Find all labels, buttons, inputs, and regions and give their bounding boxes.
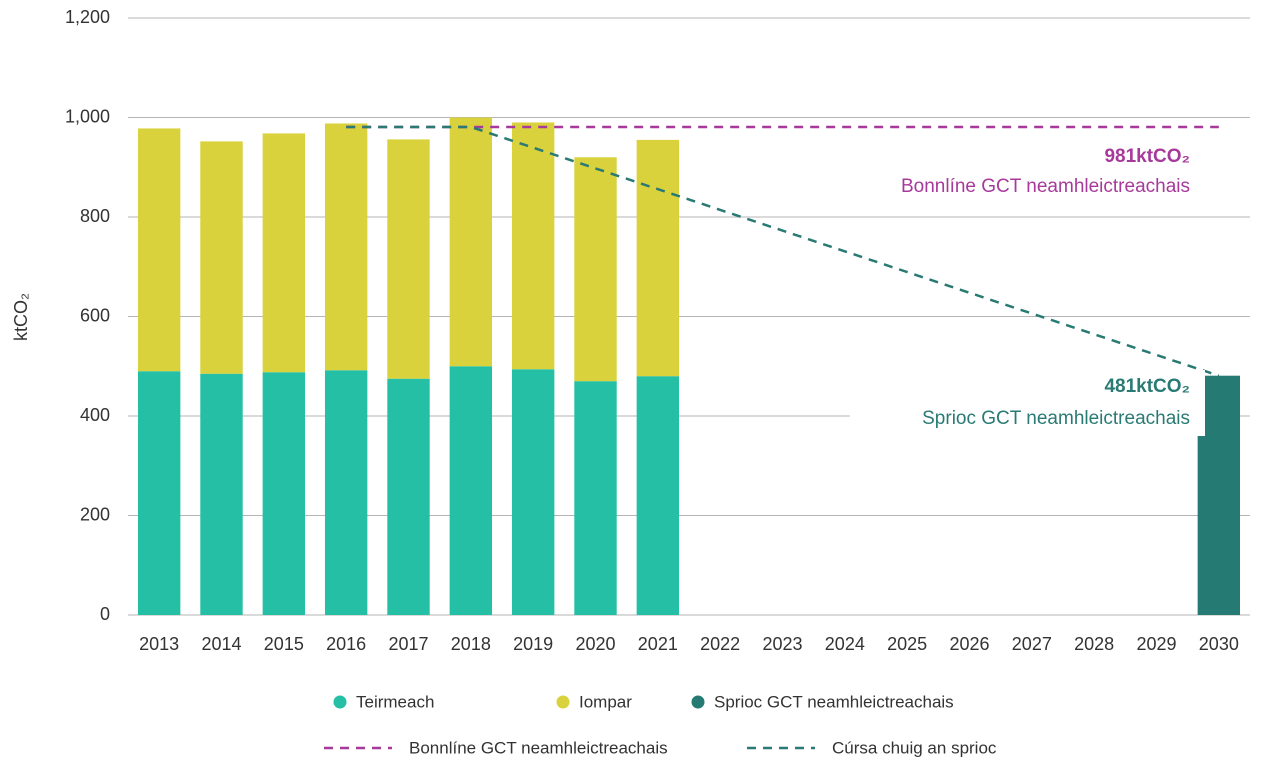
bar-segment bbox=[137, 128, 181, 372]
y-tick-label: 1,200 bbox=[65, 7, 110, 27]
x-tick-label: 2024 bbox=[825, 634, 865, 654]
x-tick-label: 2020 bbox=[575, 634, 615, 654]
y-tick-label: 0 bbox=[100, 604, 110, 624]
x-tick-label: 2027 bbox=[1012, 634, 1052, 654]
x-tick-label: 2025 bbox=[887, 634, 927, 654]
x-tick-label: 2014 bbox=[201, 634, 241, 654]
bar-segment bbox=[511, 122, 555, 370]
annotation: 481ktCO₂ bbox=[1104, 376, 1190, 397]
bar-segment bbox=[574, 381, 617, 615]
bar-segment bbox=[137, 371, 181, 615]
x-tick-label: 2030 bbox=[1199, 634, 1239, 654]
bar-segment bbox=[387, 378, 430, 615]
bar-segment bbox=[324, 123, 368, 371]
bar-segment bbox=[387, 139, 430, 379]
y-tick-label: 400 bbox=[80, 405, 110, 425]
x-tick-label: 2016 bbox=[326, 634, 366, 654]
legend-label: Bonnlíne GCT neamhleictreachais bbox=[409, 738, 668, 757]
x-tick-label: 2029 bbox=[1136, 634, 1176, 654]
legend-label: Teirmeach bbox=[356, 692, 434, 711]
bar-segment bbox=[200, 373, 243, 615]
legend-marker bbox=[691, 695, 705, 709]
bar-segment bbox=[449, 117, 493, 367]
x-tick-label: 2019 bbox=[513, 634, 553, 654]
bar-segment bbox=[636, 376, 680, 615]
x-tick-label: 2022 bbox=[700, 634, 740, 654]
annotation: Bonnlíne GCT neamhleictreachais bbox=[901, 176, 1190, 197]
x-tick-label: 2013 bbox=[139, 634, 179, 654]
bar-segment bbox=[511, 369, 555, 615]
legend-label: Cúrsa chuig an sprioc bbox=[832, 738, 997, 757]
y-tick-label: 200 bbox=[80, 504, 110, 524]
bar-segment bbox=[636, 139, 680, 377]
annotation: 981ktCO₂ bbox=[1104, 146, 1190, 167]
legend-marker bbox=[333, 695, 347, 709]
legend-label: Sprioc GCT neamhleictreachais bbox=[714, 692, 954, 711]
legend-label: Iompar bbox=[579, 692, 632, 711]
x-tick-label: 2023 bbox=[762, 634, 802, 654]
x-tick-label: 2021 bbox=[638, 634, 678, 654]
annotation-bg bbox=[850, 370, 1205, 436]
y-tick-label: 600 bbox=[80, 305, 110, 325]
bar-segment bbox=[200, 141, 243, 374]
bar-segment bbox=[262, 372, 306, 615]
bar-segment bbox=[324, 370, 368, 615]
annotation: Sprioc GCT neamhleictreachais bbox=[922, 408, 1190, 429]
x-tick-label: 2028 bbox=[1074, 634, 1114, 654]
bar-segment bbox=[574, 157, 617, 382]
y-tick-label: 800 bbox=[80, 206, 110, 226]
legend-marker bbox=[556, 695, 570, 709]
x-tick-label: 2018 bbox=[451, 634, 491, 654]
bar-segment bbox=[262, 133, 306, 373]
x-tick-label: 2017 bbox=[388, 634, 428, 654]
y-tick-label: 1,000 bbox=[65, 106, 110, 126]
x-tick-label: 2026 bbox=[949, 634, 989, 654]
x-tick-label: 2015 bbox=[264, 634, 304, 654]
y-axis-label: ktCO₂ bbox=[11, 293, 31, 341]
bar-segment bbox=[449, 366, 493, 615]
